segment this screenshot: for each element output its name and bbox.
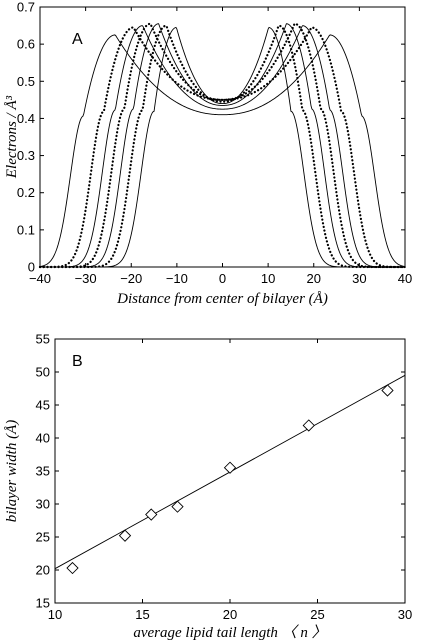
chart-a-y-tick-label: 0	[28, 260, 35, 275]
chart-b-y-tick-label: 40	[36, 431, 50, 446]
chart-a-x-tick-label: −20	[120, 271, 142, 286]
chart-a-x-tick-label: 30	[352, 271, 366, 286]
chart-b-data-point	[171, 500, 184, 513]
chart-a-x-tick-label: −30	[75, 271, 97, 286]
chart-a-y-ticks: 0 0.1 0.2 0.3 0.4 0.5 0.6 0.7	[17, 0, 405, 275]
chart-a-frame	[39, 6, 406, 268]
chart-b-y-tick-label: 50	[36, 365, 50, 380]
chart-a-series-3	[40, 23, 405, 268]
chart-a-x-axis-label: Distance from center of bilayer (Å)	[116, 291, 328, 307]
chart-b-y-tick-label: 20	[36, 563, 50, 578]
chart-a-x-tick-label: 40	[398, 271, 412, 286]
chart-b-panel-label: B	[72, 353, 83, 370]
chart-a-y-tick-label: 0.6	[17, 37, 35, 52]
chart-a-y-tick-label: 0.2	[17, 185, 35, 200]
chart-b-data-point	[381, 384, 394, 397]
chart-b-points	[66, 384, 394, 575]
chart-b-data-point	[66, 561, 79, 575]
chart-b-y-tick-label: 25	[36, 530, 50, 545]
chart-b-x-tick-label: 10	[48, 607, 62, 622]
chart-b-y-tick-label: 35	[36, 464, 50, 479]
chart-a-x-tick-label: −40	[29, 271, 51, 286]
chart-a-y-tick-label: 0.4	[17, 111, 35, 126]
chart-a-y-tick-label: 0.7	[17, 0, 35, 15]
chart-a-y-axis-label: Electrons / Å³	[4, 95, 20, 179]
chart-a-panel-label: A	[72, 31, 83, 48]
chart-a-series-6	[38, 26, 407, 269]
chart-b-data-point	[118, 529, 132, 542]
chart-b-y-tick-label: 45	[36, 398, 50, 413]
chart-b-y-tick-label: 15	[36, 596, 50, 611]
chart-b-x-tick-label: 20	[223, 607, 237, 622]
chart-b-y-axis-label: bilayer width (Å)	[4, 420, 20, 522]
chart-a-series-5	[40, 25, 405, 268]
chart-a: −40 −30 −20 −10 0 10 20 30 40 0 0.1 0.2 0.3 0.4 0.5 0.…	[4, 0, 412, 307]
chart-a-series-7	[39, 34, 406, 267]
chart-a-x-ticks: −40 −30 −20 −10 0 10 20 30 40	[29, 7, 412, 286]
chart-b-x-tick-label: 30	[398, 607, 412, 622]
chart-a-y-tick-label: 0.3	[17, 148, 35, 163]
chart-b-data-point	[145, 508, 158, 521]
chart-b-data-point	[302, 419, 315, 432]
chart-b-x-ticks: 10 15 20 25 30	[48, 339, 412, 622]
chart-b-x-tick-label: 15	[135, 607, 149, 622]
chart-a-x-tick-label: 10	[261, 271, 275, 286]
chart-b-data-point	[223, 461, 237, 474]
chart-b-x-axis-label: average lipid tail length 〈 n 〉	[133, 624, 326, 641]
chart-b-y-tick-label: 30	[36, 497, 50, 512]
chart-a-y-tick-label: 0.5	[17, 74, 35, 89]
chart-b-y-tick-label: 55	[36, 332, 50, 347]
chart-a-x-tick-label: 0	[219, 271, 226, 286]
chart-a-curves	[38, 22, 407, 269]
chart-a-x-tick-label: 20	[307, 271, 321, 286]
chart-b-y-ticks: 15 20 25 30 35 40 45 50 55	[36, 332, 405, 611]
chart-a-x-tick-label: −10	[166, 271, 188, 286]
chart-b-x-tick-label: 25	[310, 607, 324, 622]
chart-a-y-tick-label: 0.1	[17, 222, 35, 237]
chart-a-series-1	[40, 26, 405, 268]
